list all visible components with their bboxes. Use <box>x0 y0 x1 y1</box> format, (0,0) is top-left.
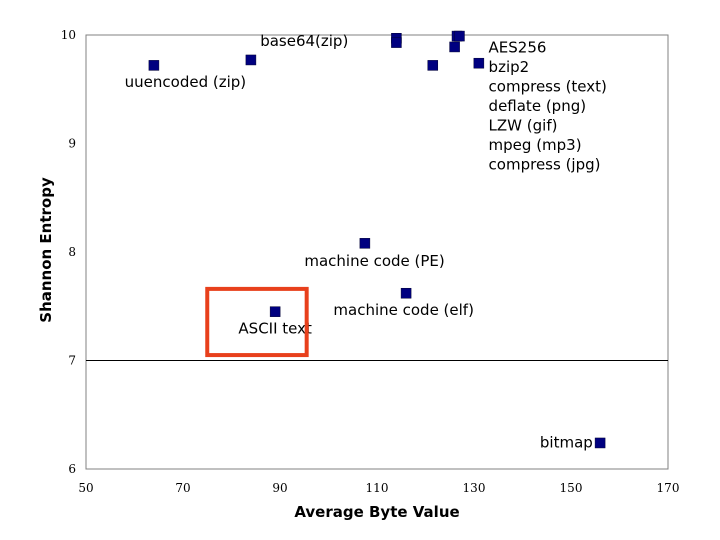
point-annotation: compress (text) <box>489 77 607 95</box>
y-tick-label: 7 <box>68 354 76 368</box>
plot-area <box>85 34 669 470</box>
y-tick-label: 9 <box>68 137 76 151</box>
y-tick-label: 6 <box>68 462 76 476</box>
point-annotation: mpeg (mp3) <box>489 136 582 154</box>
highlight-box-group <box>205 286 309 358</box>
x-tick-label: 150 <box>560 481 583 495</box>
point-annotation: machine code (PE) <box>304 252 444 270</box>
point-annotation: ASCII text <box>238 319 312 337</box>
plot-border <box>85 34 669 470</box>
x-tick-label: 50 <box>78 481 93 495</box>
y-axis-title: Shannon Entropy <box>37 177 55 323</box>
point-annotation: machine code (elf) <box>333 301 474 319</box>
point-annotation: uuencoded (zip) <box>125 73 246 91</box>
data-point <box>400 287 412 299</box>
point-annotation: deflate (png) <box>489 97 587 115</box>
point-annotations: base64(zip)uuencoded (zip)AES256bzip2com… <box>125 32 607 451</box>
point-annotation: AES256 <box>489 38 547 56</box>
y-axis-ticks: 6 7 8 9 10 <box>61 28 76 476</box>
x-tick-label: 110 <box>366 481 389 495</box>
data-point <box>391 37 402 48</box>
highlight-box <box>205 286 309 358</box>
point-annotation: bzip2 <box>489 58 530 76</box>
point-annotation: LZW (gif) <box>489 116 558 134</box>
point-annotation: base64(zip) <box>260 32 348 50</box>
data-point <box>454 30 465 42</box>
y-tick-label: 8 <box>68 245 76 259</box>
data-point <box>245 54 257 66</box>
data-point <box>359 238 371 249</box>
x-axis-ticks: 50 70 90 110 130 150 170 <box>78 481 679 495</box>
x-tick-label: 170 <box>657 481 680 495</box>
data-point <box>269 306 281 317</box>
data-point <box>473 57 485 69</box>
point-annotation: bitmap <box>540 433 593 451</box>
data-point <box>427 60 439 71</box>
x-tick-label: 90 <box>272 481 287 495</box>
data-points <box>148 30 606 449</box>
x-tick-label: 130 <box>463 481 486 495</box>
data-point <box>449 41 460 53</box>
point-annotation: compress (jpg) <box>489 156 601 174</box>
x-axis-title: Average Byte Value <box>294 503 459 521</box>
x-tick-label: 70 <box>175 481 190 495</box>
data-point <box>148 60 160 71</box>
y-tick-label: 10 <box>61 28 76 42</box>
data-point <box>594 437 606 449</box>
